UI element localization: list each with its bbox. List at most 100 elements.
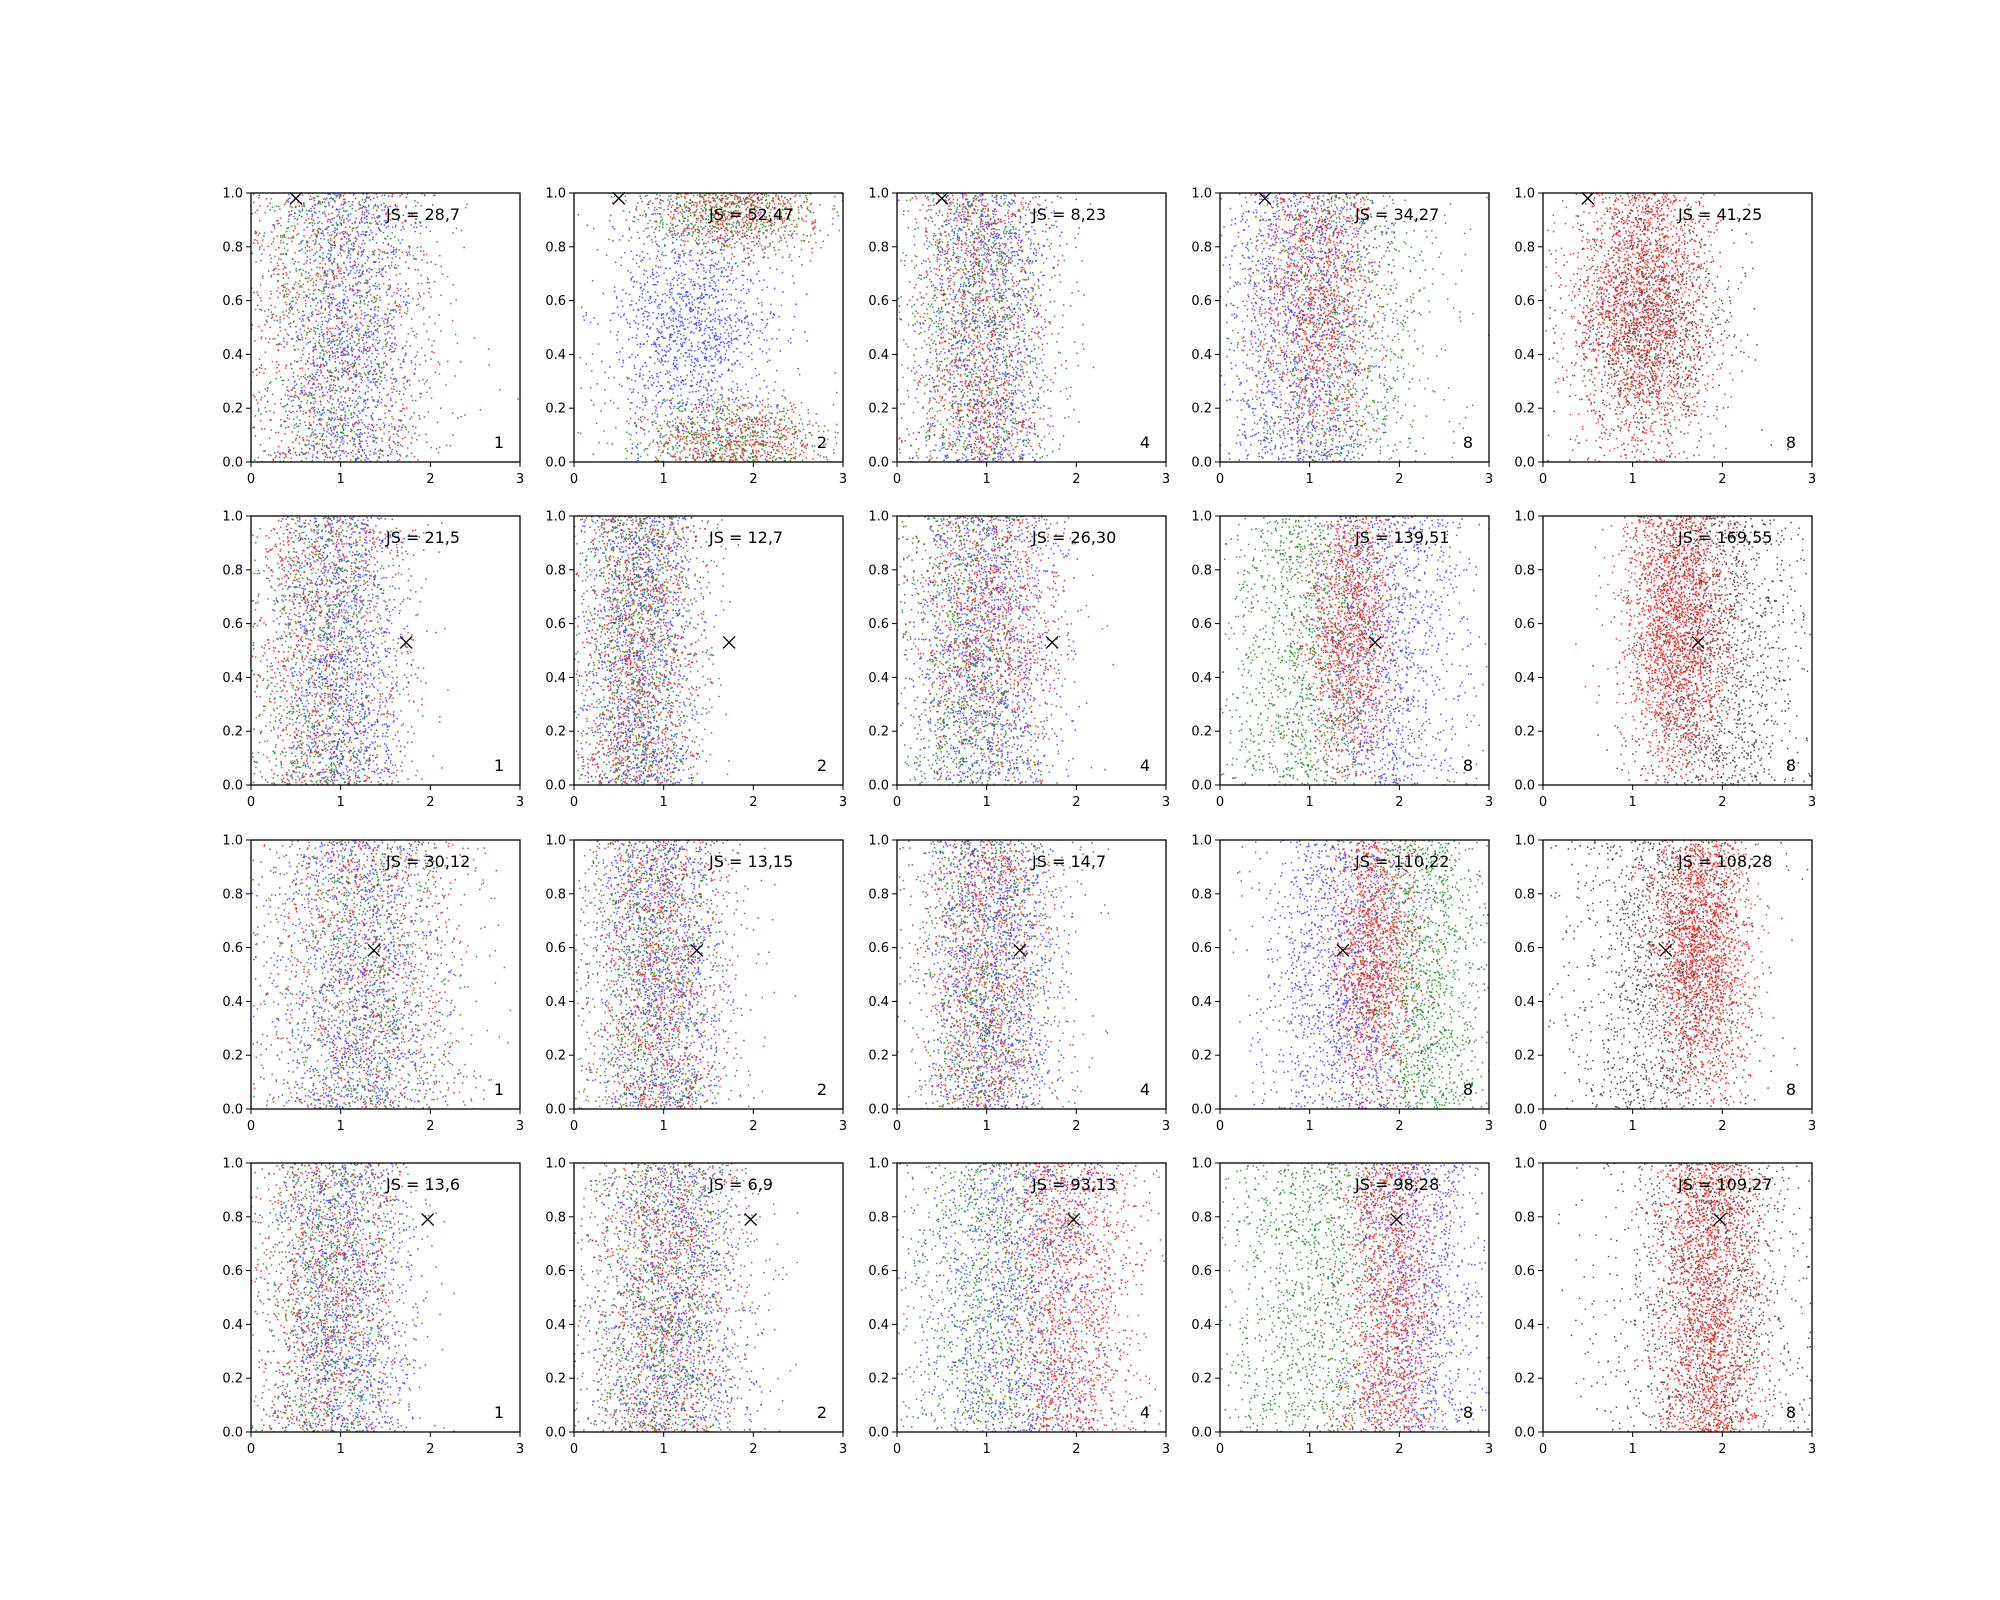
data-point (629, 356, 631, 358)
data-point (407, 253, 409, 255)
data-point (304, 444, 306, 446)
data-point (313, 446, 315, 448)
data-point (376, 275, 378, 277)
data-point (693, 281, 695, 283)
data-point (627, 322, 629, 324)
data-point (429, 316, 431, 318)
data-point (321, 371, 323, 373)
data-point (744, 437, 746, 439)
data-point (318, 289, 320, 291)
data-point (367, 260, 369, 262)
data-point (649, 328, 651, 330)
data-point (621, 265, 623, 267)
data-point (329, 345, 331, 347)
data-point (455, 334, 457, 336)
data-point (371, 300, 373, 302)
data-point (364, 243, 366, 245)
data-point (798, 209, 800, 211)
data-point (695, 307, 697, 309)
data-point (288, 447, 290, 449)
data-point (711, 358, 713, 360)
data-point (340, 247, 342, 249)
data-point (337, 224, 339, 226)
data-point (402, 424, 404, 426)
data-point (259, 367, 261, 369)
data-point (368, 206, 370, 208)
data-point (301, 241, 303, 243)
data-point (319, 396, 321, 398)
data-point (719, 319, 721, 321)
data-point (351, 417, 353, 419)
data-point (339, 284, 341, 286)
data-point (296, 411, 298, 413)
data-point (288, 391, 290, 393)
data-point (335, 413, 337, 415)
data-point (724, 343, 726, 345)
data-point (306, 334, 308, 336)
data-point (352, 249, 354, 251)
data-point (644, 433, 646, 435)
data-point (352, 438, 354, 440)
data-point (387, 333, 389, 335)
data-point (726, 320, 728, 322)
data-point (342, 217, 344, 219)
data-point (652, 274, 654, 276)
data-point (323, 407, 325, 409)
data-point (264, 232, 266, 234)
data-point (389, 279, 391, 281)
data-point (741, 450, 743, 452)
data-point (777, 412, 779, 414)
data-point (403, 301, 405, 303)
data-point (694, 404, 696, 406)
data-point (338, 317, 340, 319)
data-point (300, 268, 302, 270)
data-point (321, 350, 323, 352)
data-point (748, 264, 750, 266)
data-point (324, 395, 326, 397)
data-point (423, 251, 425, 253)
data-point (640, 283, 642, 285)
data-point (305, 363, 307, 365)
data-point (435, 372, 437, 374)
data-point (259, 359, 261, 361)
data-point (675, 379, 677, 381)
data-point (369, 454, 371, 456)
data-point (637, 328, 639, 330)
data-point (338, 371, 340, 373)
data-point (361, 218, 363, 220)
data-point (411, 318, 413, 320)
data-point (440, 295, 442, 297)
data-point (378, 288, 380, 290)
data-point (335, 361, 337, 363)
data-point (756, 417, 758, 419)
data-point (705, 226, 707, 228)
data-point (342, 438, 344, 440)
data-point (695, 365, 697, 367)
data-point (381, 276, 383, 278)
data-point (764, 450, 766, 452)
data-point (374, 315, 376, 317)
data-point (337, 310, 339, 312)
data-point (362, 352, 364, 354)
data-point (367, 380, 369, 382)
data-point (355, 446, 357, 448)
data-point (328, 194, 330, 196)
data-point (264, 450, 266, 452)
data-point (708, 455, 710, 457)
data-point (712, 458, 714, 460)
data-point (321, 247, 323, 249)
data-point (356, 270, 358, 272)
data-point (379, 325, 381, 327)
data-point (282, 263, 284, 265)
data-point (747, 337, 749, 339)
data-point (617, 331, 619, 333)
data-point (308, 297, 310, 299)
data-point (261, 397, 263, 399)
data-point (277, 349, 279, 351)
data-point (703, 395, 705, 397)
data-point (391, 265, 393, 267)
data-point (714, 321, 716, 323)
data-point (384, 326, 386, 328)
data-point (621, 257, 623, 259)
data-point (660, 385, 662, 387)
